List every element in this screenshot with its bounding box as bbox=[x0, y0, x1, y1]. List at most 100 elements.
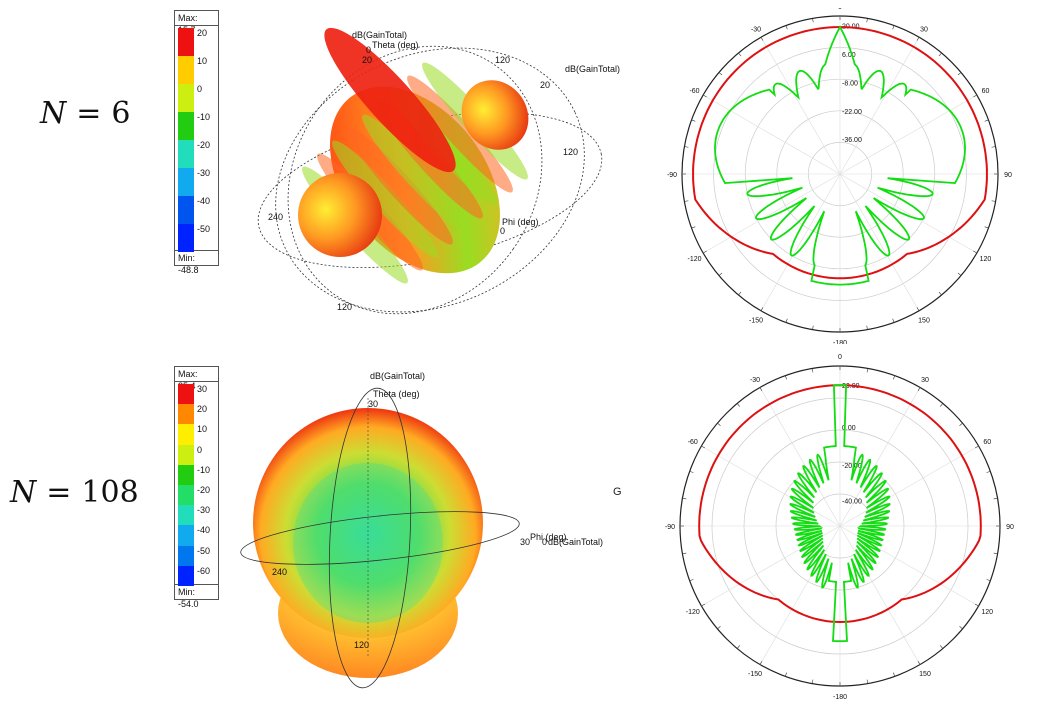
polar-tick bbox=[701, 603, 706, 607]
polar-spoke bbox=[839, 445, 979, 527]
polar-tick bbox=[691, 226, 696, 229]
angle-label: 150 bbox=[919, 671, 931, 678]
polar-tick bbox=[938, 52, 942, 57]
legend-swatch bbox=[178, 565, 194, 586]
polar-tick bbox=[917, 387, 921, 392]
polar-tick bbox=[866, 18, 868, 23]
polar-pattern-n108: 0 30 60 90 120 150 -180 -150 -120 -90 -60 -30 20.00 0… bbox=[665, 354, 1014, 701]
polar-tick bbox=[717, 422, 721, 426]
legend-swatch bbox=[178, 28, 194, 56]
polar-tick bbox=[974, 603, 979, 607]
polar-tick bbox=[893, 672, 896, 677]
polar-spoke bbox=[701, 445, 841, 527]
polar-tick bbox=[973, 250, 977, 254]
legend-swatch bbox=[178, 196, 194, 224]
legend-swatch bbox=[178, 224, 194, 252]
radial-label: -40.00 bbox=[842, 498, 862, 505]
polar-tick bbox=[682, 497, 687, 500]
polar-tick bbox=[682, 552, 687, 555]
legend-bar: 20 10 0 -10 -20 -30 -40 -50 bbox=[175, 26, 218, 252]
tick-30-theta: 30 bbox=[368, 399, 378, 409]
quantity-label-top: dB(GainTotal) bbox=[352, 30, 407, 40]
polar-tick bbox=[811, 679, 814, 684]
polar-tick bbox=[957, 272, 962, 276]
polar-spoke bbox=[839, 37, 920, 175]
angle-label: -30 bbox=[751, 27, 761, 34]
polar-tick bbox=[974, 445, 979, 449]
radiation-pattern-3d-n108: dB(GainTotal) Theta (deg) 30 Phi (deg) 3… bbox=[240, 371, 603, 689]
tick-0-theta: 0 bbox=[366, 45, 371, 55]
polar-tick bbox=[940, 645, 944, 649]
legend-tick-label: -30 bbox=[197, 168, 211, 178]
radial-label: -36.00 bbox=[842, 137, 862, 144]
color-legend-n108: Max: 25.4 30 20 10 0 -10 -20 -30 -40 -50 -60 Min:… bbox=[174, 366, 219, 609]
legend-tick-label: -10 bbox=[197, 112, 211, 122]
polar-tick bbox=[684, 200, 689, 202]
polar-tick bbox=[940, 403, 944, 407]
quantity-label-right: dB(GainTotal) bbox=[565, 64, 620, 74]
radiation-pattern-3d-n6: dB(GainTotal) Theta (deg) 0 20 120 dB(Ga… bbox=[257, 27, 620, 315]
legend-swatch bbox=[178, 485, 194, 506]
label-value: 6 bbox=[111, 96, 131, 131]
legend-swatch bbox=[178, 464, 194, 485]
polar-spoke bbox=[839, 525, 921, 665]
polar-tick bbox=[701, 445, 706, 449]
angle-label: -150 bbox=[749, 317, 763, 324]
legend-tick-label: -50 bbox=[197, 545, 211, 556]
legend-tick-label: -40 bbox=[197, 196, 211, 206]
polar-tick bbox=[957, 72, 962, 76]
angle-label: -90 bbox=[667, 172, 677, 179]
radial-label: 6.00 bbox=[842, 52, 856, 59]
polar-spoke bbox=[760, 37, 841, 175]
phi-axis-label: Phi (deg) bbox=[530, 532, 567, 542]
tick-120-a: 120 bbox=[495, 55, 510, 65]
angle-label: 120 bbox=[981, 609, 993, 616]
radial-label: -8.00 bbox=[842, 80, 858, 87]
radial-label: 0.00 bbox=[842, 425, 856, 432]
color-legend-n6: Max: 15.7 20 10 0 -10 -20 -30 -40 -50 Min: -48.… bbox=[174, 10, 219, 275]
polar-tick bbox=[991, 146, 996, 148]
legend-swatch bbox=[178, 525, 194, 546]
legend-swatch bbox=[178, 424, 194, 445]
angle-label: 30 bbox=[921, 377, 929, 384]
tick-240: 240 bbox=[268, 212, 283, 222]
legend-tick-label: -50 bbox=[197, 224, 211, 234]
legend-tick-label: 0 bbox=[197, 444, 203, 455]
row-label-n6: N = 6 bbox=[40, 96, 130, 131]
radial-label: -22.00 bbox=[842, 109, 862, 116]
legend-tick-label: 20 bbox=[197, 28, 208, 38]
polar-tick bbox=[760, 307, 764, 311]
legend-max: Max: 25.4 bbox=[175, 367, 218, 391]
angle-label: -90 bbox=[665, 524, 675, 531]
polar-tick bbox=[993, 497, 998, 500]
angle-label: -60 bbox=[688, 439, 698, 446]
polar-tick bbox=[759, 660, 763, 665]
legend-swatch bbox=[178, 84, 194, 112]
polar-tick bbox=[986, 470, 991, 473]
series-green bbox=[714, 25, 966, 286]
legend-swatch bbox=[178, 112, 194, 140]
polar-tick bbox=[916, 37, 920, 41]
legend-swatch bbox=[178, 505, 194, 526]
polar-tick bbox=[959, 422, 963, 426]
polar-spoke bbox=[760, 173, 841, 311]
legend-swatch bbox=[178, 140, 194, 168]
polar-tick bbox=[736, 403, 740, 407]
quantity-label-top: dB(GainTotal) bbox=[370, 371, 425, 381]
polar-tick bbox=[917, 660, 921, 665]
polar-tick bbox=[717, 626, 721, 630]
legend-tick-label: 10 bbox=[197, 56, 208, 66]
polar-spoke bbox=[759, 525, 841, 665]
tick-120: 120 bbox=[354, 640, 369, 650]
angle-label: -30 bbox=[750, 377, 760, 384]
polar-spoke bbox=[839, 173, 977, 254]
angle-label: 30 bbox=[920, 27, 928, 34]
angle-label: 90 bbox=[1004, 172, 1012, 179]
polar-tick bbox=[691, 119, 696, 122]
legend-tick-label: 30 bbox=[197, 384, 208, 394]
polar-pattern-n6: 0306090120150-180-150-120-90-60-3020.006… bbox=[667, 8, 1012, 344]
polar-tick bbox=[812, 18, 814, 23]
polar-spoke bbox=[839, 387, 921, 527]
end-lobe-left bbox=[298, 173, 382, 257]
row-label-n108: N = 108 bbox=[10, 475, 139, 510]
